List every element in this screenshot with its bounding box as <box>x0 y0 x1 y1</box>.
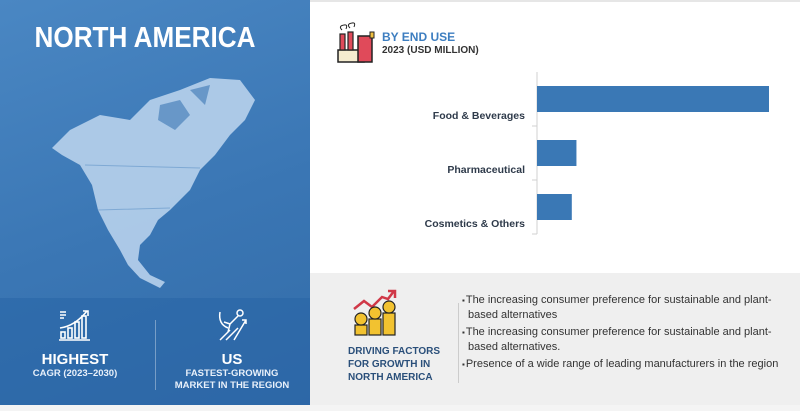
title-line: FOR GROWTH IN <box>348 359 431 370</box>
stat-caption-line1: FASTEST-GROWING <box>185 368 279 379</box>
title-line: DRIVING FACTORS <box>348 346 441 357</box>
stat-caption-line2: MARKET IN THE REGION <box>174 380 290 391</box>
flying-superhero-icon <box>218 309 247 341</box>
end-use-chart-panel: BY END USE 2023 (USD MILLION) Food & Bev… <box>310 0 800 270</box>
stat-headline: US <box>221 351 243 368</box>
bar-chart: Food & Beverages Pharmaceutical Cosmetics … <box>425 72 769 235</box>
stat-fastest-growing: US FASTEST-GROWING MARKET IN THE REGION <box>157 308 307 392</box>
stats-bar: HIGHEST CAGR (2023–2030) US FASTEST-GROW… <box>0 298 310 405</box>
category-label: Food & Beverages <box>433 110 525 122</box>
bar-food-beverages <box>537 86 769 112</box>
north-america-map-icon <box>52 78 255 288</box>
category-label: Cosmetics & Others <box>425 218 526 230</box>
region-title: NORTH AMERICA <box>34 22 256 54</box>
category-label: Pharmaceutical <box>447 164 525 176</box>
stat-highest-cagr: HIGHEST CAGR (2023–2030) <box>0 308 150 380</box>
growth-bar-chart-icon <box>59 310 90 341</box>
bar-cosmetics-others <box>537 194 572 220</box>
bottom-strip <box>0 405 800 411</box>
chart-subtitle: 2023 (USD MILLION) <box>382 45 479 56</box>
region-panel: NORTH AMERICA HIGHEST CAGR (2023–2030) U… <box>0 0 310 405</box>
driving-factors-title: DRIVING FACTORS FOR GROWTH IN NORTH AMER… <box>348 345 440 384</box>
bar-pharmaceutical <box>537 140 577 166</box>
title-line: NORTH AMERICA <box>348 372 433 383</box>
list-item: The increasing consumer preference for s… <box>462 293 792 323</box>
driving-factors-panel: DRIVING FACTORS FOR GROWTH IN NORTH AMER… <box>310 273 800 405</box>
stat-caption: CAGR (2023–2030) <box>32 368 118 379</box>
divider <box>458 303 459 383</box>
chart-title: BY END USE <box>382 30 456 44</box>
divider <box>155 320 156 390</box>
stat-headline: HIGHEST <box>41 351 109 368</box>
list-item: The increasing consumer preference for s… <box>462 325 792 355</box>
driving-factors-list: The increasing consumer preference for s… <box>462 293 792 374</box>
list-item: Presence of a wide range of leading manu… <box>462 357 792 372</box>
money-growth-icon <box>353 289 397 336</box>
factory-icon <box>337 22 375 63</box>
